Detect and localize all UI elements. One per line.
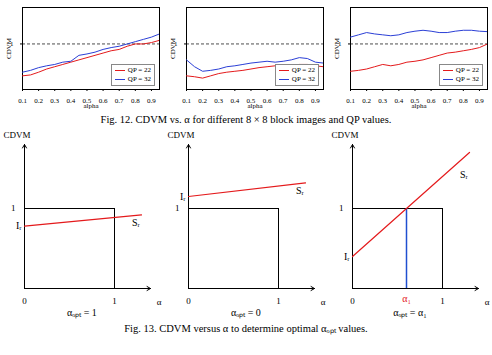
html-text:QP = 32: QP = 32 xyxy=(455,75,479,83)
svg-text:1: 1 xyxy=(112,296,117,306)
svg-text:0.3: 0.3 xyxy=(50,97,59,105)
svg-text:0.7: 0.7 xyxy=(115,97,124,105)
html-text:QP = 32: QP = 32 xyxy=(127,75,151,83)
svg-text:0.2: 0.2 xyxy=(34,97,43,105)
svg-text:CDVM: CDVM xyxy=(168,130,195,140)
svg-text:CDVM: CDVM xyxy=(333,37,341,59)
svg-text:1: 1 xyxy=(339,203,344,213)
svg-text:0.8: 0.8 xyxy=(295,97,304,105)
svg-text:1: 1 xyxy=(440,296,445,306)
svg-text:0: 0 xyxy=(22,296,27,306)
svg-text:alpha: alpha xyxy=(83,102,99,110)
html-text:QP = 22: QP = 22 xyxy=(291,66,315,74)
svg-text:alpha: alpha xyxy=(411,102,427,110)
html-text:αₒₚₜ = 0: αₒₚₜ = 0 xyxy=(231,307,261,318)
svg-text:0.9: 0.9 xyxy=(147,97,156,105)
svg-text:0.1: 0.1 xyxy=(346,97,355,105)
svg-text:0: 0 xyxy=(350,296,355,306)
svg-text:α: α xyxy=(157,297,162,307)
svg-text:alpha: alpha xyxy=(247,102,263,110)
svg-text:Iᵣ: Iᵣ xyxy=(180,191,186,202)
svg-text:0.7: 0.7 xyxy=(443,97,452,105)
html-text:αₒₚₜ = α₁: αₒₚₜ = α₁ xyxy=(393,307,427,318)
svg-text:CDVM: CDVM xyxy=(4,130,31,140)
svg-text:0.8: 0.8 xyxy=(131,97,140,105)
svg-text:0.7: 0.7 xyxy=(279,97,288,105)
svg-text:Sᵣ: Sᵣ xyxy=(296,185,305,196)
svg-text:Sᵣ: Sᵣ xyxy=(460,169,469,180)
html-text:Fig. 12. CDVM vs. α for differ: Fig. 12. CDVM vs. α for different 8 × 8 … xyxy=(100,114,392,125)
svg-text:Iᵣ: Iᵣ xyxy=(344,251,350,262)
svg-text:CDVM: CDVM xyxy=(5,37,13,59)
svg-text:Iᵣ: Iᵣ xyxy=(16,220,22,231)
svg-text:0.6: 0.6 xyxy=(99,97,108,105)
svg-text:0.6: 0.6 xyxy=(427,97,436,105)
svg-text:0.3: 0.3 xyxy=(378,97,387,105)
svg-text:CDVM: CDVM xyxy=(169,37,177,59)
svg-text:0.1: 0.1 xyxy=(18,97,27,105)
svg-text:0.3: 0.3 xyxy=(214,97,223,105)
html-text:Fig. 13. CDVM versus α to dete: Fig. 13. CDVM versus α to determine opti… xyxy=(124,323,368,334)
svg-text:0.1: 0.1 xyxy=(182,97,191,105)
svg-text:0.9: 0.9 xyxy=(311,97,320,105)
svg-text:0.4: 0.4 xyxy=(394,97,403,105)
html-text:QP = 22: QP = 22 xyxy=(455,66,479,74)
svg-text:0.4: 0.4 xyxy=(66,97,75,105)
svg-text:Sᵣ: Sᵣ xyxy=(132,217,141,228)
svg-text:0.9: 0.9 xyxy=(475,97,484,105)
html-text:QP = 32: QP = 32 xyxy=(291,75,315,83)
html-text:QP = 22: QP = 22 xyxy=(127,66,151,74)
svg-text:0.4: 0.4 xyxy=(230,97,239,105)
svg-text:0: 0 xyxy=(186,296,191,306)
svg-text:0.2: 0.2 xyxy=(362,97,371,105)
svg-text:0.8: 0.8 xyxy=(459,97,468,105)
svg-text:0.2: 0.2 xyxy=(198,97,207,105)
svg-text:α: α xyxy=(321,297,326,307)
svg-text:1: 1 xyxy=(11,203,16,213)
svg-text:CDVM: CDVM xyxy=(332,130,359,140)
svg-text:1: 1 xyxy=(276,296,281,306)
svg-text:α: α xyxy=(485,297,490,307)
svg-text:α₁: α₁ xyxy=(402,293,411,304)
html-text:αₒₚₜ = 1: αₒₚₜ = 1 xyxy=(67,307,97,318)
svg-text:0.6: 0.6 xyxy=(263,97,272,105)
svg-text:1: 1 xyxy=(175,203,180,213)
